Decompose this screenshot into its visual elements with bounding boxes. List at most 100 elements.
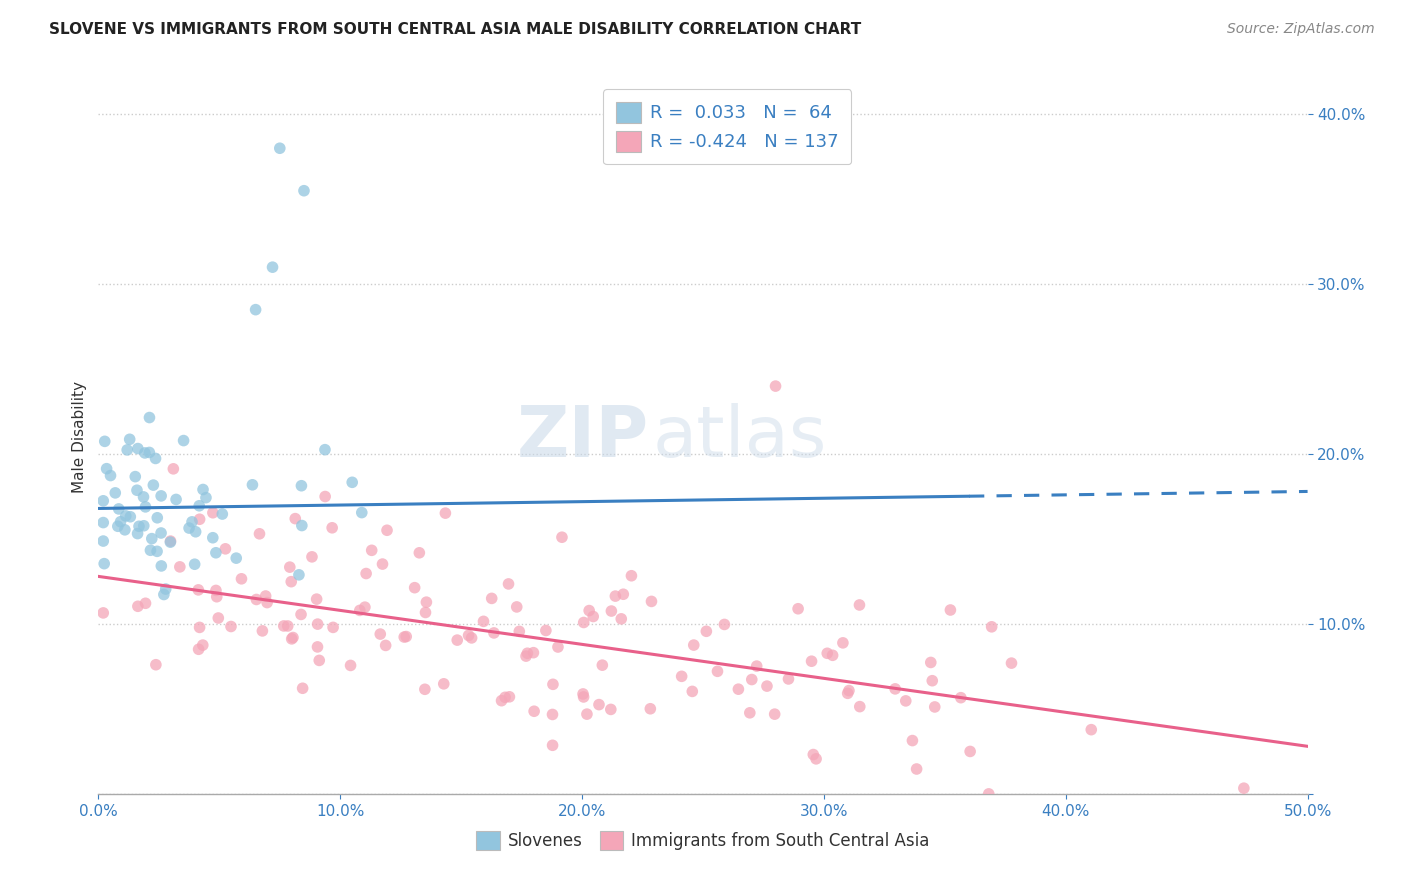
Point: [801, 747, 824, 762]
Point: [91, 606, 114, 620]
Point: [849, 699, 872, 714]
Text: ZIP: ZIP: [516, 402, 648, 472]
Point: [278, 560, 301, 574]
Point: [162, 462, 184, 476]
Point: [205, 583, 228, 598]
Point: [894, 694, 917, 708]
Point: [107, 502, 129, 516]
Point: [321, 521, 343, 535]
Point: [94, 434, 117, 449]
Point: [307, 640, 329, 654]
Point: [671, 669, 693, 683]
Point: [640, 594, 662, 608]
Point: [187, 642, 209, 657]
Point: [541, 707, 564, 722]
Point: [354, 566, 377, 581]
Point: [610, 612, 633, 626]
Point: [541, 739, 564, 753]
Point: [901, 733, 924, 747]
Point: [578, 603, 600, 617]
Point: [572, 615, 595, 630]
Point: [745, 659, 768, 673]
Point: [96, 461, 118, 475]
Point: [392, 630, 415, 644]
Point: [141, 532, 163, 546]
Point: [924, 700, 946, 714]
Point: [472, 615, 495, 629]
Point: [884, 681, 907, 696]
Point: [433, 677, 456, 691]
Point: [128, 519, 150, 533]
Point: [205, 590, 228, 604]
Point: [153, 587, 176, 601]
Point: [314, 490, 336, 504]
Point: [242, 477, 264, 491]
Point: [269, 141, 291, 155]
Point: [837, 686, 859, 700]
Point: [482, 626, 505, 640]
Point: [959, 744, 981, 758]
Point: [284, 511, 307, 525]
Point: [187, 582, 209, 597]
Point: [314, 442, 336, 457]
Point: [173, 434, 195, 448]
Point: [374, 639, 396, 653]
Point: [127, 599, 149, 614]
Point: [308, 653, 330, 667]
Point: [508, 624, 530, 639]
Point: [100, 468, 122, 483]
Point: [127, 526, 149, 541]
Point: [413, 682, 436, 697]
Point: [727, 682, 749, 697]
Point: [273, 619, 295, 633]
Point: [124, 469, 146, 483]
Point: [91, 493, 114, 508]
Point: [219, 619, 242, 633]
Point: [322, 620, 344, 634]
Point: [848, 598, 870, 612]
Point: [291, 681, 314, 696]
Point: [949, 690, 972, 705]
Point: [1233, 781, 1256, 796]
Point: [281, 631, 304, 645]
Point: [245, 302, 267, 317]
Point: [277, 619, 299, 633]
Point: [290, 607, 312, 622]
Point: [201, 531, 224, 545]
Point: [177, 521, 200, 535]
Point: [205, 546, 228, 560]
Point: [155, 582, 177, 596]
Point: [118, 432, 141, 446]
Point: [516, 646, 538, 660]
Point: [415, 606, 437, 620]
Point: [494, 690, 516, 705]
Point: [920, 656, 942, 670]
Point: [713, 617, 735, 632]
Point: [115, 442, 138, 457]
Point: [515, 649, 537, 664]
Point: [368, 627, 391, 641]
Point: [1000, 656, 1022, 670]
Point: [183, 558, 205, 572]
Point: [145, 657, 167, 672]
Point: [138, 445, 160, 459]
Point: [150, 489, 173, 503]
Point: [127, 442, 149, 456]
Point: [640, 702, 662, 716]
Point: [104, 486, 127, 500]
Point: [741, 673, 763, 687]
Point: [821, 648, 844, 663]
Point: [832, 636, 855, 650]
Point: [371, 557, 394, 571]
Point: [575, 707, 598, 722]
Point: [110, 515, 132, 529]
Point: [551, 530, 574, 544]
Point: [191, 483, 214, 497]
Point: [582, 609, 605, 624]
Point: [522, 646, 544, 660]
Point: [523, 704, 546, 718]
Point: [188, 512, 211, 526]
Point: [778, 672, 800, 686]
Point: [145, 451, 167, 466]
Point: [340, 475, 363, 490]
